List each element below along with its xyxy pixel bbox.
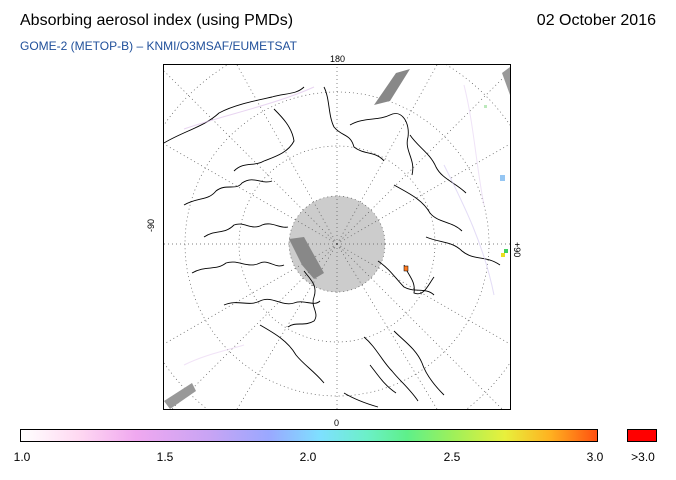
- map-subtitle: GOME-2 (METOP-B) – KNMI/O3MSAF/EUMETSAT: [20, 39, 297, 53]
- longitude-label-left: -90: [146, 218, 156, 232]
- aerosol-spot-top-right: [500, 175, 505, 181]
- polar-map-svg: [164, 65, 510, 409]
- shaded-region-greenland: [289, 237, 324, 279]
- colorbar-tick-2: 1.5: [156, 450, 174, 464]
- aerosol-spot-orange: [403, 265, 409, 272]
- aerosol-spot-top: [484, 105, 487, 108]
- shaded-region-top: [374, 69, 410, 105]
- longitude-label-bottom: 0: [334, 418, 340, 428]
- aerosol-spot-right-yellow: [501, 253, 505, 257]
- aerosol-spot-right-green: [504, 249, 508, 253]
- aerosol-traces: [183, 84, 495, 366]
- coastlines: [164, 86, 501, 408]
- colorbar-tick-1: 1.0: [13, 450, 31, 464]
- shaded-region-bottom-left: [164, 383, 196, 409]
- colorbar-tick-5: 3.0: [586, 450, 604, 464]
- shaded-region-right-edge: [502, 67, 510, 95]
- map-title: Absorbing aerosol index (using PMDs): [20, 12, 294, 29]
- colorbar: [20, 429, 598, 442]
- polar-map: [163, 64, 511, 410]
- longitude-label-right: +90: [512, 242, 522, 258]
- colorbar-overflow-label: >3.0: [631, 450, 655, 464]
- colorbar-overflow-swatch: [627, 429, 657, 442]
- colorbar-tick-3: 2.0: [299, 450, 317, 464]
- map-date: 02 October 2016: [536, 12, 656, 29]
- longitude-label-top: 180: [330, 54, 346, 64]
- colorbar-tick-4: 2.5: [443, 450, 461, 464]
